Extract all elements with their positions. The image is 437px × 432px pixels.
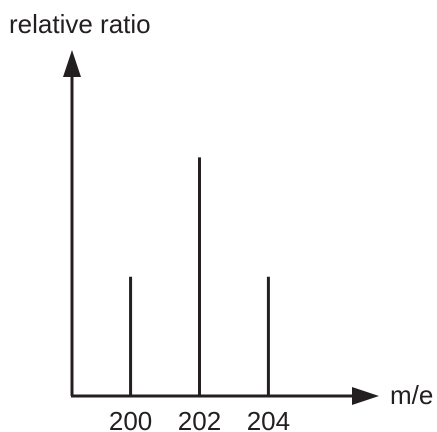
x-axis-label: m/e xyxy=(390,380,433,410)
tick-label-200: 200 xyxy=(109,406,152,432)
tick-label-202: 202 xyxy=(178,406,221,432)
y-axis-arrow-icon xyxy=(63,50,81,77)
bars-group xyxy=(129,157,270,396)
x-axis-arrow-icon xyxy=(352,387,379,405)
y-axis-label: relative ratio xyxy=(9,9,151,39)
tick-label-204: 204 xyxy=(247,406,290,432)
tick-labels-group: 200 202 204 xyxy=(109,406,290,432)
